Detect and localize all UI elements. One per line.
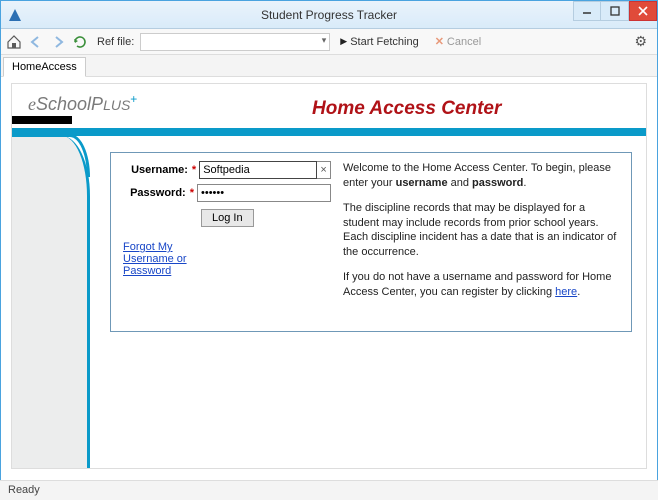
register-link[interactable]: here (555, 286, 577, 298)
close-button[interactable] (629, 1, 657, 21)
home-icon[interactable] (5, 33, 23, 51)
gear-icon[interactable]: ⚙ (634, 33, 653, 50)
login-button[interactable]: Log In (201, 209, 254, 227)
start-fetching-button[interactable]: ▶Start Fetching (334, 36, 424, 48)
required-marker: * (190, 187, 194, 199)
minimize-button[interactable] (573, 1, 601, 21)
toolbar: Ref file: ▶Start Fetching ✕Cancel ⚙ (1, 29, 657, 55)
forgot-link[interactable]: Forgot MyUsername orPassword (123, 241, 331, 277)
ref-file-label: Ref file: (97, 36, 134, 48)
app-icon (7, 7, 23, 23)
login-box: Username: * × Password: * Log In For (110, 152, 632, 332)
cancel-icon: ✕ (435, 35, 444, 48)
status-text: Ready (8, 484, 40, 496)
username-input[interactable] (199, 161, 317, 179)
tab-bar: HomeAccess (1, 55, 657, 77)
main-panel: Username: * × Password: * Log In For (90, 138, 646, 468)
side-panel (12, 136, 90, 468)
window-title: Student Progress Tracker (1, 8, 657, 22)
clear-input-icon[interactable]: × (317, 161, 331, 179)
page-title: Home Access Center (312, 98, 501, 120)
username-label: Username: (121, 164, 192, 176)
page-frame: eSchoolPLUS+ Home Access Center Username… (11, 83, 647, 469)
tab-homeaccess[interactable]: HomeAccess (3, 57, 86, 77)
start-fetching-label: Start Fetching (350, 36, 418, 48)
back-icon[interactable] (27, 33, 45, 51)
content-area: eSchoolPLUS+ Home Access Center Username… (1, 77, 657, 477)
welcome-text: Welcome to the Home Access Center. To be… (343, 161, 621, 317)
page-header: eSchoolPLUS+ Home Access Center (12, 84, 646, 138)
decor-teal-bar (12, 128, 646, 136)
cancel-button[interactable]: ✕Cancel (429, 35, 487, 48)
status-bar: Ready (0, 480, 658, 500)
eschoolplus-logo: eSchoolPLUS+ (28, 92, 137, 115)
decor-black-bar (12, 116, 72, 124)
title-bar: Student Progress Tracker (1, 1, 657, 29)
password-label: Password: (121, 187, 190, 199)
cancel-label: Cancel (447, 36, 481, 48)
play-icon: ▶ (340, 36, 347, 47)
ref-file-combo[interactable] (140, 33, 330, 51)
password-input[interactable] (197, 184, 331, 202)
required-marker: * (192, 164, 196, 176)
maximize-button[interactable] (601, 1, 629, 21)
refresh-icon[interactable] (71, 33, 89, 51)
forward-icon[interactable] (49, 33, 67, 51)
